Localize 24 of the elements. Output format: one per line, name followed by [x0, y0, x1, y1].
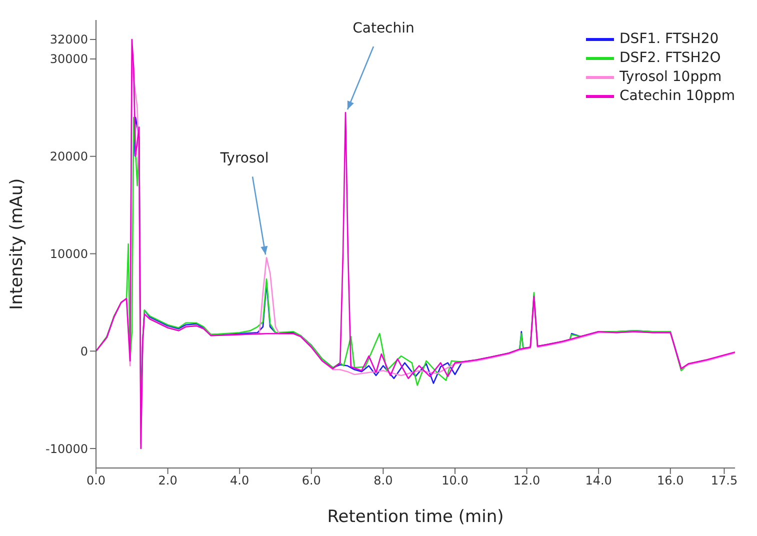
y-tick-label: -10000: [45, 442, 88, 456]
x-tick-label: 16.0: [657, 474, 684, 488]
x-tick-label: 6.0: [302, 474, 321, 488]
x-tick-label: 4.0: [230, 474, 250, 488]
y-tick-label: 10000: [50, 247, 88, 261]
x-tick-label: 17.5: [710, 474, 738, 488]
x-tick-label: 14.0: [585, 474, 612, 488]
x-tick-label: 2.0: [158, 474, 178, 488]
annotation: Catechin: [352, 20, 414, 37]
x-tick-label: 0.0: [86, 474, 106, 488]
legend-label: DSF2. FTSH2O: [620, 49, 721, 68]
y-axis-title: Intensity (mAu): [7, 178, 28, 310]
y-tick-label: 30000: [50, 52, 88, 66]
y-tick-label: 20000: [50, 150, 88, 164]
annotation: Tyrosol: [219, 150, 269, 167]
legend-label: Catechin 10ppm: [620, 87, 735, 106]
x-tick-label: 8.0: [374, 474, 393, 488]
x-axis-title: Retention time (min): [327, 507, 504, 527]
x-tick-label: 12.0: [513, 474, 540, 488]
legend-label: Tyrosol 10ppm: [620, 68, 722, 87]
y-tick-label: 0: [80, 344, 88, 358]
x-tick-label: 10.0: [442, 474, 468, 488]
legend-label: DSF1. FTSH20: [620, 30, 719, 49]
y-tick-label: 32000: [50, 32, 88, 47]
